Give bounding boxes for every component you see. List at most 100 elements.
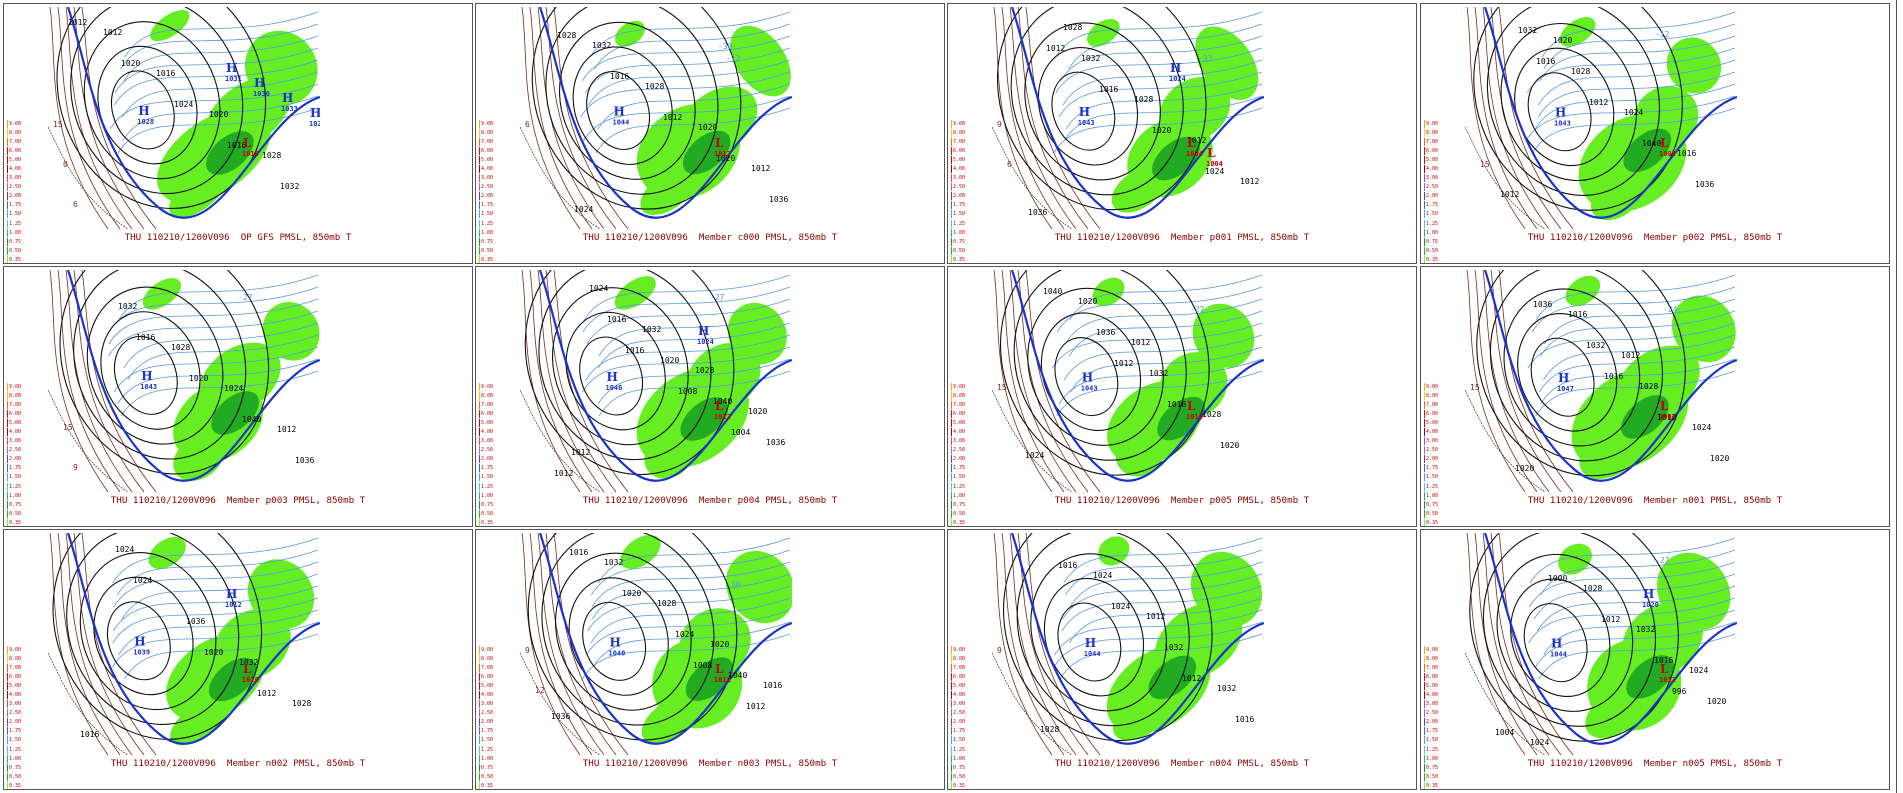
legend-entry: 0.35 bbox=[951, 518, 965, 526]
low-pressure-symbol: L bbox=[715, 662, 724, 676]
high-pressure-value: 1033 bbox=[281, 105, 298, 113]
legend-label: 4.00 bbox=[1425, 166, 1438, 173]
legend-entry: 2.50 bbox=[7, 183, 21, 192]
isobar-label: 1020 bbox=[622, 589, 641, 598]
legend-label: 3.00 bbox=[8, 438, 21, 445]
isobar-label: 1020 bbox=[189, 374, 208, 383]
legend-entry: 0.50 bbox=[479, 772, 493, 781]
low-pressure-symbol: L bbox=[1660, 399, 1669, 413]
warm-isotherm-line bbox=[1474, 270, 1538, 492]
legend-label: 5.00 bbox=[1425, 682, 1438, 689]
legend-entry: 1.25 bbox=[1424, 219, 1438, 228]
legend-entry: 1.75 bbox=[7, 464, 21, 473]
isobar-label: 1004 bbox=[1495, 728, 1514, 737]
legend-swatch bbox=[951, 464, 952, 473]
legend-swatch bbox=[951, 246, 952, 255]
legend-label: 3.00 bbox=[952, 701, 965, 708]
isobar-label: 1028 bbox=[1063, 23, 1082, 32]
isobar-label: 1032 bbox=[239, 658, 258, 667]
legend-swatch bbox=[951, 745, 952, 754]
isotherm-line bbox=[108, 298, 319, 345]
legend-label: 0.75 bbox=[952, 238, 965, 245]
isobar-contour bbox=[1517, 313, 1618, 432]
legend-entry: 8.00 bbox=[479, 128, 493, 137]
isotherm-line bbox=[1539, 346, 1736, 393]
isobar-label: 1024 bbox=[1692, 423, 1711, 432]
isobar-contour bbox=[1486, 7, 1661, 196]
isobar-label: 1020 bbox=[209, 110, 228, 119]
coastline bbox=[520, 389, 601, 492]
legend-entry: 1.00 bbox=[479, 228, 493, 237]
isobar-label: 1028 bbox=[1571, 67, 1590, 76]
legend-entry: 3.00 bbox=[479, 437, 493, 446]
legend-swatch bbox=[1424, 681, 1425, 690]
high-pressure-symbol: H bbox=[698, 324, 709, 338]
legend-label: 0.75 bbox=[1425, 238, 1438, 245]
legend-label: 0.50 bbox=[1425, 510, 1438, 517]
isobar-label: 1012 bbox=[1046, 44, 1065, 53]
low-pressure-value: 1016 bbox=[1186, 413, 1203, 421]
temperature-label: 0 bbox=[63, 160, 68, 169]
legend-entry: 0.50 bbox=[1424, 509, 1438, 518]
high-pressure-value: 1030 bbox=[253, 90, 270, 98]
panel-caption: THU 110210/1200V096 Member n005 PMSL, 85… bbox=[1527, 758, 1783, 769]
isobar-label: 1028 bbox=[1583, 584, 1602, 593]
high-pressure-symbol: H bbox=[613, 104, 624, 118]
legend-label: 1.50 bbox=[8, 737, 21, 744]
legend-entry: 5.00 bbox=[479, 418, 493, 427]
precip-area bbox=[615, 20, 645, 47]
legend-swatch bbox=[479, 654, 480, 663]
isobar-label: 1012 bbox=[1131, 338, 1150, 347]
isobar-label: 1020 bbox=[1515, 464, 1534, 473]
legend-entry: 0.75 bbox=[479, 763, 493, 772]
legend-entry: 1.25 bbox=[1424, 482, 1438, 491]
legend-label: 5.00 bbox=[952, 156, 965, 163]
isotherm-line bbox=[1052, 322, 1263, 369]
precip-area bbox=[620, 534, 661, 569]
isobar-contour bbox=[554, 552, 692, 711]
legend-label: 1.50 bbox=[480, 474, 493, 481]
legend-entry: 2.00 bbox=[7, 455, 21, 464]
legend-swatch bbox=[1424, 128, 1425, 137]
legend-swatch bbox=[479, 509, 480, 518]
precip-legend: 9.00 8.00 7.00 6.00 5.00 4.00 3.00 2.50 2.00 1.75… bbox=[7, 645, 21, 789]
legend-entry: 1.25 bbox=[7, 482, 21, 491]
legend-swatch bbox=[951, 500, 952, 509]
isobar-label: 1012 bbox=[1589, 98, 1608, 107]
legend-entry: 0.75 bbox=[479, 500, 493, 509]
legend-label: 5.00 bbox=[1425, 156, 1438, 163]
coastline bbox=[1465, 126, 1546, 229]
warm-isotherm-line bbox=[521, 270, 581, 492]
isobar-label: 1012 bbox=[1146, 612, 1165, 621]
temperature-label: 6 bbox=[525, 120, 530, 129]
isotherm-line bbox=[113, 561, 319, 608]
temperature-label: 6 bbox=[73, 200, 78, 209]
precip-area bbox=[148, 536, 186, 569]
legend-swatch bbox=[7, 482, 8, 491]
legend-label: 2.50 bbox=[952, 710, 965, 717]
isotherm-line bbox=[1069, 274, 1263, 321]
legend-label: 0.35 bbox=[480, 519, 493, 526]
isotherm-line bbox=[585, 334, 791, 381]
weather-map: 1008101210161020102410401036103210281020… bbox=[520, 533, 792, 755]
legend-swatch bbox=[7, 772, 8, 781]
legend-label: 0.75 bbox=[1425, 764, 1438, 771]
high-pressure-symbol: H bbox=[1170, 61, 1181, 75]
coastline bbox=[48, 652, 129, 755]
legend-entry: 6.00 bbox=[479, 409, 493, 418]
legend-entry: 0.50 bbox=[951, 509, 965, 518]
isobar-label: 1028 bbox=[645, 82, 664, 91]
legend-label: 0.35 bbox=[8, 782, 21, 789]
legend-entry: 1.00 bbox=[1424, 491, 1438, 500]
legend-label: 1.00 bbox=[1425, 755, 1438, 762]
legend-swatch bbox=[1424, 482, 1425, 491]
legend-entry: 1.75 bbox=[1424, 201, 1438, 210]
warm-isotherm-line bbox=[553, 533, 629, 755]
isobar-contour bbox=[1030, 553, 1167, 712]
isobar-label: 1024 bbox=[174, 100, 193, 109]
isobar-label: 1024 bbox=[589, 284, 608, 293]
isobar-label: 1032 bbox=[1518, 26, 1537, 35]
isotherm-line bbox=[584, 47, 791, 94]
isotherm-line bbox=[591, 561, 791, 608]
legend-entry: 0.35 bbox=[479, 518, 493, 526]
